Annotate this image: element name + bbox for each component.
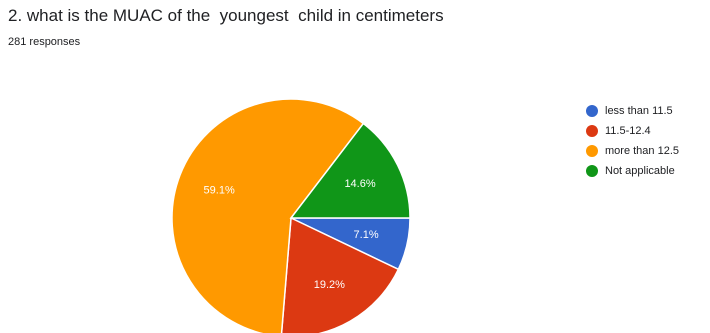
legend-swatch [586, 105, 598, 117]
chart-legend: less than 11.5 11.5-12.4 more than 12.5 Not… [586, 101, 679, 181]
data-label-more-than-12-5: 59.1% [204, 184, 235, 196]
legend-label: Not applicable [605, 165, 675, 177]
pie-slice-11-5-12-4[interactable] [280, 216, 400, 333]
response-count: 281 responses [8, 36, 81, 48]
data-label-not-applicable: 14.6% [344, 178, 375, 190]
legend-swatch [586, 125, 598, 137]
pie-slice-more-than-12-5[interactable] [171, 98, 365, 333]
legend-item-11-5-12-4[interactable]: 11.5-12.4 [586, 121, 679, 141]
data-label-less-than-11-5: 7.1% [354, 229, 379, 241]
pie-slice-not-applicable[interactable] [289, 122, 411, 219]
legend-label: 11.5-12.4 [605, 125, 651, 137]
chart-title: 2. what is the MUAC of the youngest chil… [8, 6, 444, 25]
legend-item-not-applicable[interactable]: Not applicable [586, 161, 679, 181]
data-label-11-5-12-4: 19.2% [314, 279, 345, 291]
legend-swatch [586, 145, 598, 157]
legend-swatch [586, 165, 598, 177]
legend-label: more than 12.5 [605, 145, 679, 157]
legend-label: less than 11.5 [605, 105, 673, 117]
legend-item-less-than-11-5[interactable]: less than 11.5 [586, 101, 679, 121]
legend-item-more-than-12-5[interactable]: more than 12.5 [586, 141, 679, 161]
